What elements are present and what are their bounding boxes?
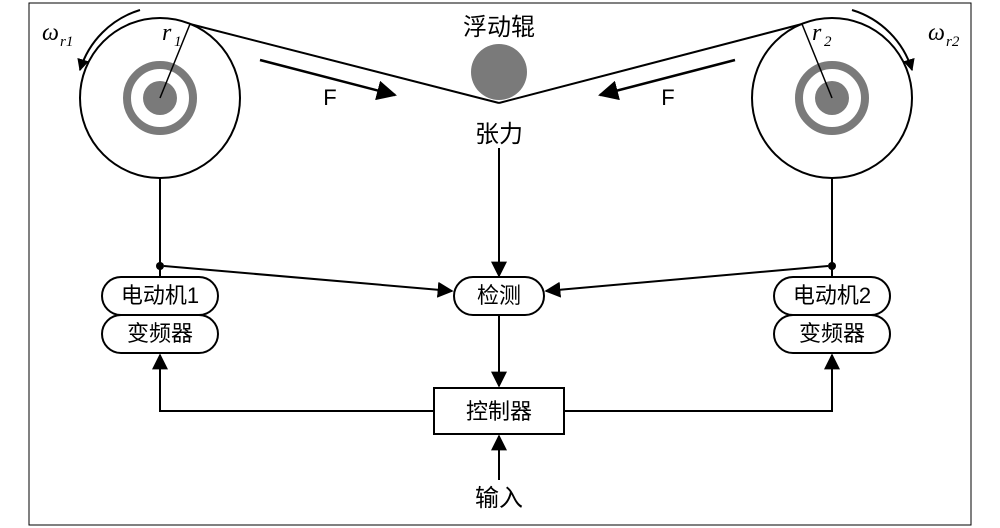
controller-label: 控制器 <box>466 399 532 424</box>
omega-left-label: ω r1 <box>42 20 73 50</box>
right-roll <box>752 10 912 178</box>
svg-text:ω: ω <box>42 20 59 46</box>
svg-text:ω: ω <box>928 20 945 46</box>
junction-right <box>828 262 836 270</box>
float-roll-label: 浮动辊 <box>463 14 535 41</box>
svg-text:r: r <box>812 20 822 46</box>
svg-text:r2: r2 <box>946 34 960 50</box>
svg-text:1: 1 <box>174 34 182 50</box>
svg-text:r1: r1 <box>60 34 73 50</box>
arrow-controller-inv2 <box>564 355 832 411</box>
float-roll <box>471 44 527 100</box>
motor2-label: 电动机2 <box>793 283 871 308</box>
svg-text:2: 2 <box>824 34 832 50</box>
tension-label: 张力 <box>475 121 523 148</box>
arrow-controller-inv1 <box>160 355 434 411</box>
inverter1-label: 变频器 <box>127 321 193 346</box>
motor1-label: 电动机1 <box>121 283 199 308</box>
diagram-canvas: 浮动辊 张力 F F ω r1 ω r2 r 1 r 2 电动机1 变频器 电动… <box>0 0 1000 528</box>
omega-right-label: ω r2 <box>928 20 960 50</box>
force-left-label: F <box>323 85 336 110</box>
force-right-label: F <box>661 85 674 110</box>
left-roll <box>80 10 240 178</box>
input-label: 输入 <box>475 485 523 512</box>
junction-left <box>156 262 164 270</box>
detect-label: 检测 <box>477 283 521 308</box>
svg-text:r: r <box>162 20 172 46</box>
inverter2-label: 变频器 <box>799 321 865 346</box>
